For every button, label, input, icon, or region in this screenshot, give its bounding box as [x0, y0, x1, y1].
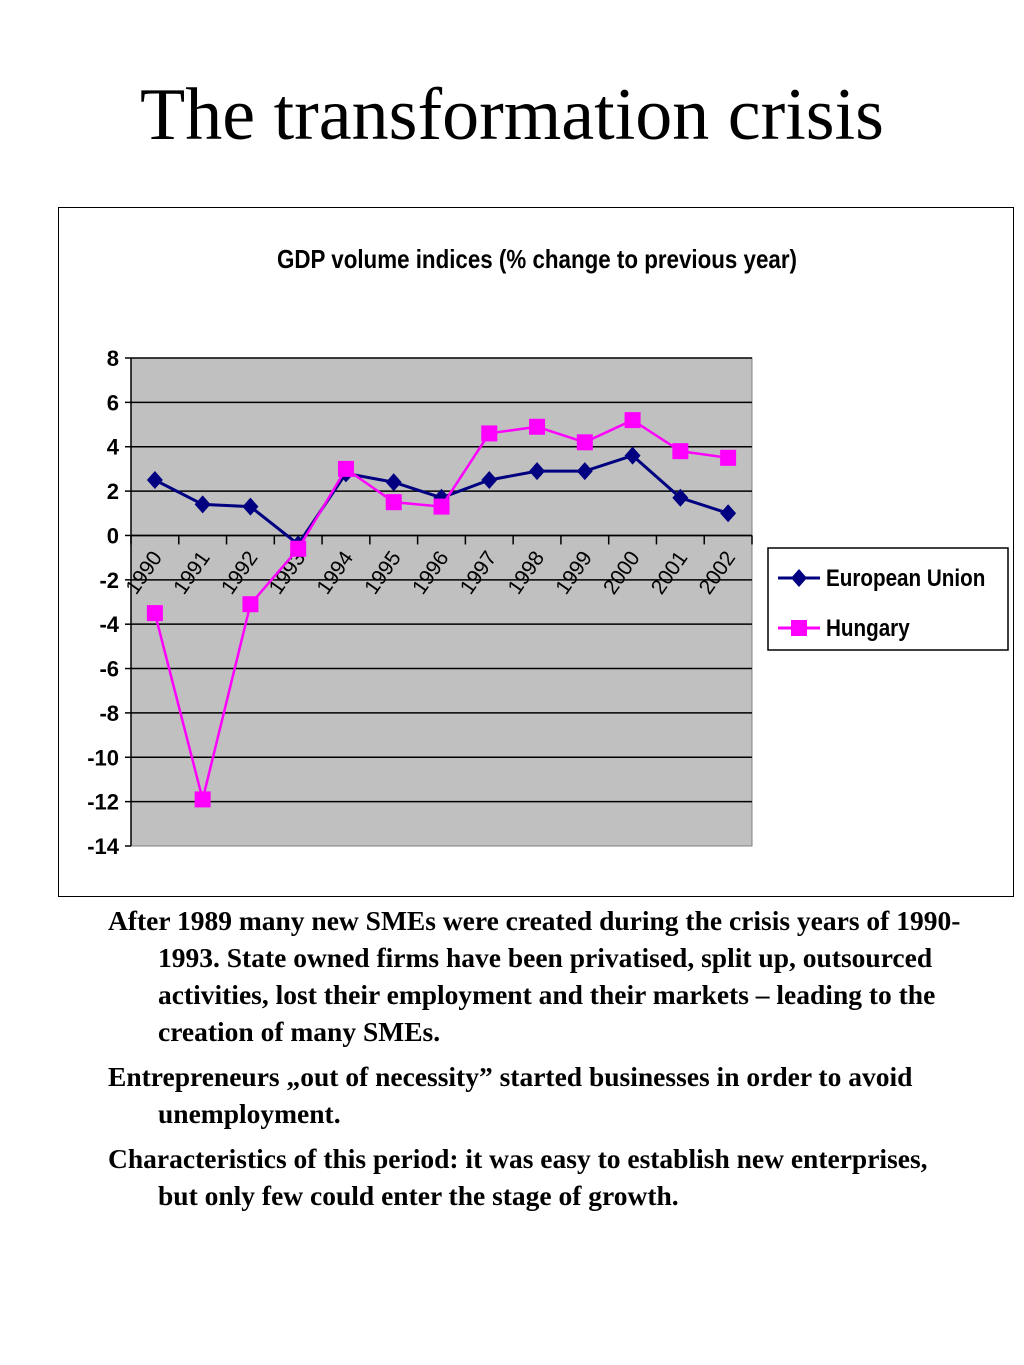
chart-legend: European Union Hungary: [767, 547, 1009, 651]
data-point-hungary: [481, 425, 498, 442]
data-point-eu: [672, 488, 689, 507]
data-point-hungary: [337, 460, 354, 477]
y-tick-label: 8: [107, 346, 119, 371]
y-tick-label: -4: [99, 612, 119, 637]
data-point-hungary: [576, 434, 593, 451]
data-point-hungary: [242, 596, 259, 613]
data-point-hungary: [146, 605, 163, 622]
y-tick-label: 0: [107, 523, 119, 548]
legend-label: European Union: [826, 565, 985, 592]
y-tick-label: -6: [99, 657, 119, 682]
paragraph-characteristics: Characteristics of this period: it was e…: [108, 1143, 928, 1211]
legend-label: Hungary: [826, 615, 910, 642]
data-point-hungary: [624, 412, 641, 429]
data-point-eu: [529, 462, 546, 481]
data-point-eu: [720, 504, 737, 523]
plot-background: [130, 357, 753, 847]
y-tick-label: -14: [87, 834, 120, 859]
data-point-hungary: [194, 791, 211, 808]
data-point-eu: [242, 497, 259, 516]
data-point-eu: [194, 495, 211, 514]
y-tick-label: -2: [99, 568, 119, 593]
data-point-eu: [385, 473, 402, 492]
legend-marker-eu: [791, 569, 807, 587]
data-point-hungary: [529, 418, 546, 435]
data-point-hungary: [433, 498, 450, 515]
data-point-hungary: [290, 540, 307, 557]
chart-frame: GDP volume indices (% change to previous…: [58, 207, 1014, 897]
y-tick-label: -12: [87, 790, 119, 815]
y-tick-label: 4: [107, 435, 120, 460]
y-tick-label: 2: [107, 479, 119, 504]
data-point-eu: [624, 446, 641, 465]
chart-title: GDP volume indices (% change to previous…: [277, 245, 797, 274]
data-point-eu: [146, 471, 163, 489]
data-point-hungary: [672, 443, 689, 460]
legend-marker-hungary: [791, 620, 807, 636]
data-point-hungary: [720, 449, 737, 466]
y-tick-label: -10: [87, 745, 119, 770]
data-point-eu: [481, 471, 498, 489]
paragraph-entrepreneurs: Entrepreneurs „out of necessity” started…: [108, 1061, 913, 1129]
y-tick-label: 6: [107, 390, 119, 415]
y-tick-label: -8: [99, 701, 119, 726]
legend-box: [767, 547, 1009, 651]
gdp-line-chart: GDP volume indices (% change to previous…: [87, 245, 1009, 859]
slide-title: The transformation crisis: [140, 74, 884, 156]
data-point-eu: [576, 462, 593, 481]
paragraph-sme-creation: After 1989 many new SMEs were created du…: [108, 905, 961, 1047]
data-point-hungary: [385, 494, 402, 511]
body-text: After 1989 many new SMEs were created du…: [108, 902, 968, 1222]
